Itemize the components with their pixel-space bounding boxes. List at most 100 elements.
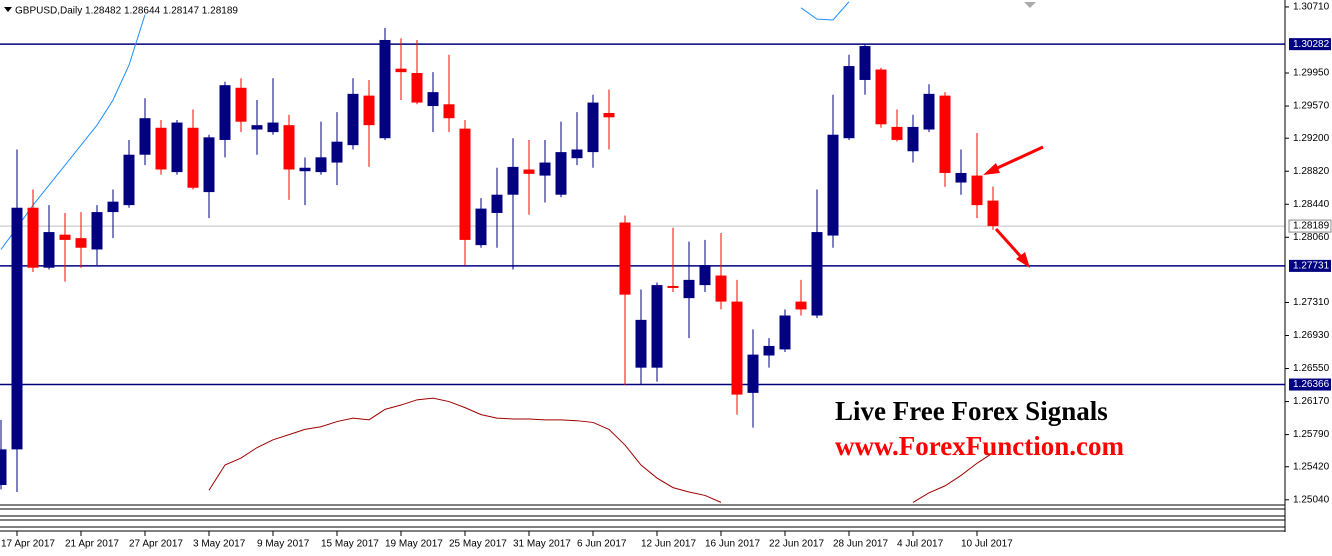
- x-tick-label: 31 May 2017: [513, 539, 571, 550]
- candle-body: [683, 279, 695, 299]
- candle-body: [411, 73, 423, 103]
- x-tick-label: 15 May 2017: [321, 539, 379, 550]
- candle-body: [459, 128, 471, 240]
- chart-title: GBPUSD,Daily 1.28482 1.28644 1.28147 1.2…: [15, 6, 238, 17]
- candle-body: [395, 68, 407, 73]
- x-tick-label: 22 Jun 2017: [769, 539, 824, 550]
- candle-body: [43, 232, 55, 268]
- level-label-box: [1289, 38, 1331, 51]
- candle-body: [795, 301, 807, 310]
- candle-body: [891, 126, 903, 140]
- candle-body: [747, 354, 759, 393]
- x-tick-label: 9 May 2017: [257, 539, 310, 550]
- indicator-line: [208, 397, 994, 503]
- candle-body: [107, 201, 119, 213]
- indicator-line: [0, 1, 850, 250]
- x-tick-label: 28 Jun 2017: [833, 539, 888, 550]
- candle-body: [219, 85, 231, 140]
- level-label: 1.27731: [1293, 261, 1330, 272]
- x-tick-label: 4 Jul 2017: [897, 539, 944, 550]
- candle-body: [363, 95, 375, 126]
- candle-body: [875, 69, 887, 125]
- candle-body: [155, 127, 167, 170]
- y-tick-label: 1.25420: [1293, 461, 1330, 472]
- y-tick-label: 1.25040: [1293, 494, 1330, 505]
- annotation: Live Free Forex Signals: [835, 396, 1108, 426]
- candle-body: [379, 39, 391, 139]
- candle-body: [299, 167, 311, 172]
- candle-body: [443, 104, 455, 119]
- candle-body: [267, 122, 279, 133]
- candle-body: [987, 200, 999, 227]
- level-label: 1.30282: [1293, 39, 1330, 50]
- y-tick-label: 1.29570: [1293, 101, 1330, 112]
- candle-body: [11, 207, 23, 450]
- candle-body: [235, 87, 247, 122]
- candle-body: [427, 92, 439, 107]
- candle-body: [59, 234, 71, 240]
- candle-body: [667, 285, 679, 288]
- candle-body: [731, 301, 743, 395]
- y-tick-label: 1.26930: [1293, 330, 1330, 341]
- candle-body: [347, 93, 359, 146]
- candle-body: [523, 169, 535, 174]
- candle-body: [715, 275, 727, 302]
- level-label: 1.26366: [1293, 379, 1330, 390]
- candle-body: [187, 127, 199, 188]
- y-tick-label: 1.28820: [1293, 166, 1330, 177]
- price-label-box: [1288, 219, 1332, 233]
- candle-body: [27, 207, 39, 268]
- plot-area: [0, 1, 1285, 503]
- candle-body: [619, 222, 631, 295]
- candle-body: [75, 238, 87, 248]
- candle-body: [923, 93, 935, 130]
- candle-body: [651, 285, 663, 368]
- candle-body: [139, 118, 151, 155]
- x-tick-label: 6 Jun 2017: [577, 539, 627, 550]
- y-tick-label: 1.29950: [1293, 68, 1330, 79]
- y-tick-label: 1.29200: [1293, 133, 1330, 144]
- candle-body: [251, 125, 263, 130]
- x-tick-label: 17 Apr 2017: [1, 539, 55, 550]
- candle-body: [315, 157, 327, 173]
- y-tick-label: 1.26170: [1293, 396, 1330, 407]
- candle-body: [827, 134, 839, 236]
- shift-marker: [1024, 2, 1036, 8]
- candle-body: [635, 319, 647, 368]
- candle-body: [699, 265, 711, 286]
- candle-body: [907, 126, 919, 152]
- menu-triangle[interactable]: [4, 7, 12, 12]
- candle-body: [859, 46, 871, 80]
- price-label: 1.28189: [1293, 221, 1330, 232]
- x-tick-label: 25 May 2017: [449, 539, 507, 550]
- candle-body: [171, 122, 183, 173]
- candle-body: [539, 162, 551, 176]
- x-tick-label: 21 Apr 2017: [65, 539, 119, 550]
- level-label-box: [1289, 259, 1331, 272]
- candle-body: [0, 449, 7, 486]
- candle-body: [491, 194, 503, 213]
- candle-body: [955, 172, 967, 183]
- x-tick-label: 27 Apr 2017: [129, 539, 183, 550]
- y-tick-label: 1.28440: [1293, 199, 1330, 210]
- candle-body: [91, 212, 103, 250]
- x-tick-label: 10 Jul 2017: [961, 539, 1013, 550]
- candle-body: [331, 141, 343, 163]
- candle-body: [811, 232, 823, 316]
- y-tick-label: 1.28060: [1293, 232, 1330, 243]
- candle-body: [555, 152, 567, 195]
- arrow: [983, 145, 1044, 268]
- candle-body: [763, 345, 775, 356]
- candle-body: [603, 112, 615, 118]
- x-tick-label: 3 May 2017: [193, 539, 246, 550]
- y-tick-label: 1.26550: [1293, 363, 1330, 374]
- y-tick-label: 1.25790: [1293, 429, 1330, 440]
- candle-body: [939, 95, 951, 173]
- candle-body: [779, 315, 791, 350]
- candle-body: [571, 149, 583, 159]
- candle-body: [475, 208, 487, 246]
- candle-body: [123, 154, 135, 206]
- y-tick-label: 1.27310: [1293, 297, 1330, 308]
